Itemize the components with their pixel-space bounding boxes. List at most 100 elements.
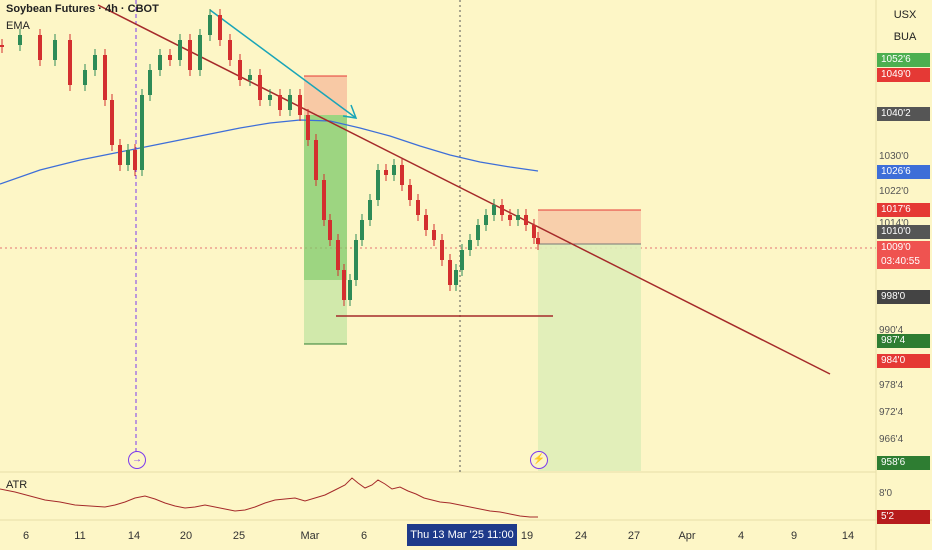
currency-usx-button[interactable]: USX [884, 5, 926, 25]
candle-body [298, 95, 302, 115]
time-axis-label: 6 [360, 530, 368, 542]
candle-body [336, 240, 340, 270]
time-axis-label: Mar [300, 530, 320, 542]
price-axis-label: 1022'0 [879, 186, 909, 197]
descending-trendline[interactable] [97, 4, 831, 375]
price-tag-last: 1009'0 [877, 241, 930, 255]
time-axis-label: 19 [520, 530, 534, 542]
candle-body [476, 225, 480, 240]
candle-body [524, 215, 528, 225]
position-loss-zone-2 [538, 210, 641, 244]
position-profit-zone-1-ext [304, 280, 347, 344]
time-axis-label: 27 [627, 530, 641, 542]
candle-body [468, 240, 472, 250]
ema-indicator-label[interactable]: EMA [6, 20, 30, 32]
price-tag-target-high: 1052'6 [877, 53, 930, 67]
candle-body [93, 55, 97, 70]
candle-body [348, 280, 352, 300]
candle-body [440, 240, 444, 260]
time-axis-label: 4 [737, 530, 745, 542]
candle-body [322, 180, 326, 220]
candle-body [268, 95, 272, 100]
candle-body [424, 215, 428, 230]
candle-body [218, 15, 222, 40]
candle-body [238, 60, 242, 80]
position-profit-zone-2 [538, 244, 641, 471]
atr-axis-label: 8'0 [879, 488, 893, 499]
candle-body [328, 220, 332, 240]
candle-body [376, 170, 380, 200]
price-tag-level: 1040'2 [877, 107, 930, 121]
candle-body [188, 40, 192, 70]
candle-body [400, 165, 404, 185]
candle-body [536, 238, 540, 244]
time-axis-label: 14 [841, 530, 855, 542]
candle-body [208, 15, 212, 35]
candle-body [126, 150, 130, 165]
symbol-title[interactable]: Soybean Futures · 4h · CBOT [6, 3, 159, 15]
candle-body [392, 165, 396, 175]
atr-indicator-label[interactable]: ATR [6, 479, 28, 491]
candle-body [148, 70, 152, 95]
time-axis-label: Apr [678, 530, 696, 542]
price-tag-target-low: 958'6 [877, 456, 930, 470]
candles [0, 9, 540, 306]
time-axis-label: 11 [74, 530, 86, 542]
price-tag-target: 987'4 [877, 334, 930, 348]
candle-body [103, 55, 107, 100]
candle-body [492, 205, 496, 215]
time-axis-label: 20 [179, 530, 193, 542]
candle-body [278, 95, 282, 110]
candle-body [83, 70, 87, 85]
candle-body [532, 225, 536, 238]
price-tag-stop: 1017'6 [877, 203, 930, 217]
candle-body [258, 75, 262, 100]
candle-body [178, 40, 182, 60]
candle-body [454, 270, 458, 285]
price-axis-label: 1014'0 [879, 218, 909, 229]
ema-line [0, 119, 539, 185]
price-tag-stop-low: 984'0 [877, 354, 930, 368]
candle-body [354, 240, 358, 280]
candle-body [248, 75, 252, 80]
candle-body [198, 35, 202, 70]
candle-body [38, 35, 42, 60]
crosshair-time-label: Thu 13 Mar '25 11:00 [407, 524, 517, 546]
candle-body [314, 140, 318, 180]
candle-body [448, 260, 452, 285]
price-tag-atr: 5'2 [877, 510, 930, 524]
time-axis-label: 6 [22, 530, 30, 542]
candle-body [0, 45, 4, 47]
flash-event-icon[interactable]: ⚡ [530, 451, 548, 469]
candle-body [508, 215, 512, 220]
candle-body [118, 145, 122, 165]
time-axis-label: 24 [574, 530, 588, 542]
candle-body [68, 40, 72, 85]
price-axis-label: 966'4 [879, 434, 904, 445]
price-tag-support: 998'0 [877, 290, 930, 304]
price-axis-label: 1030'0 [879, 151, 909, 162]
candle-body [484, 215, 488, 225]
session-break-icon[interactable]: → [128, 451, 146, 469]
candle-body [53, 40, 57, 60]
candle-body [140, 95, 144, 170]
candle-body [500, 205, 504, 215]
price-tag-countdown: 03:40:55 [877, 255, 930, 269]
candle-body [460, 250, 464, 270]
time-axis-label: 25 [232, 530, 246, 542]
candle-body [18, 35, 22, 45]
candle-body [408, 185, 412, 200]
arrow-head [342, 104, 358, 119]
candle-body [360, 220, 364, 240]
price-tag-entry: 1010'0 [877, 225, 930, 239]
time-axis-label: 14 [127, 530, 141, 542]
candle-body [516, 215, 520, 220]
candle-body [110, 100, 114, 145]
candle-body [342, 270, 346, 300]
candle-body [384, 170, 388, 175]
price-tag-ema: 1026'6 [877, 165, 930, 179]
unit-bua-button[interactable]: BUA [884, 27, 926, 47]
candle-body [168, 55, 172, 60]
